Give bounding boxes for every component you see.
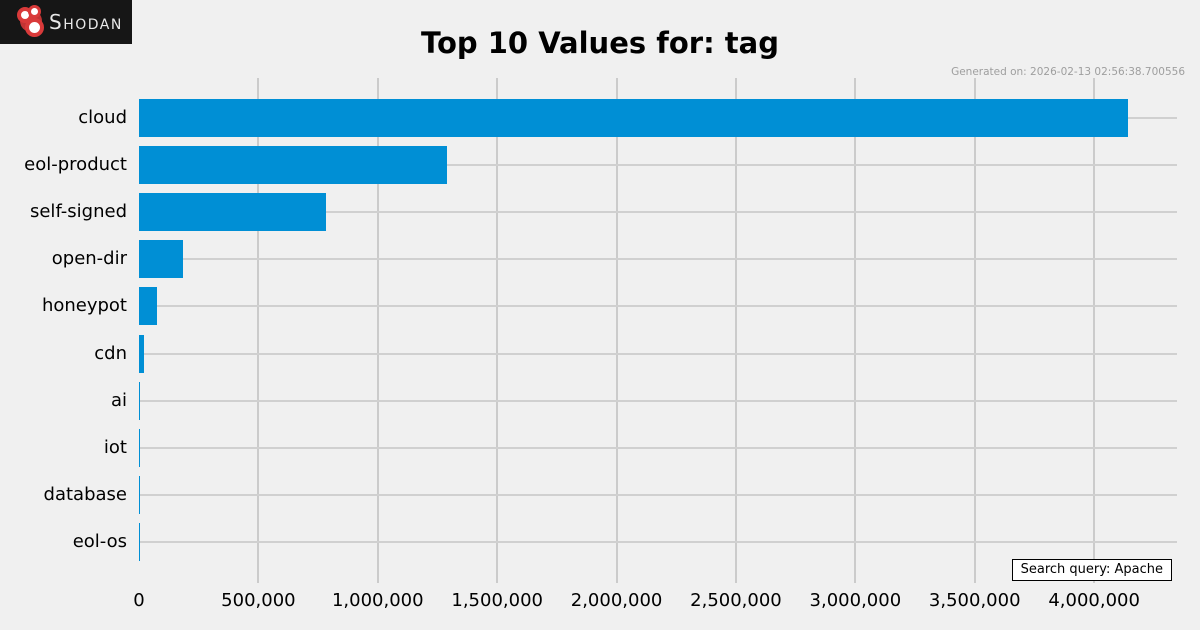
y-tick-label: eol-os bbox=[72, 531, 127, 553]
x-tick-label: 0 bbox=[133, 590, 145, 611]
y-tick-label: self-signed bbox=[29, 200, 127, 222]
bar-honeypot bbox=[139, 287, 158, 326]
y-tick-label: eol-product bbox=[24, 153, 127, 175]
bar-cloud bbox=[139, 98, 1128, 137]
vertical-gridline bbox=[1093, 78, 1096, 583]
horizontal-gridline bbox=[139, 352, 1177, 355]
y-tick-label: cdn bbox=[94, 342, 127, 364]
x-tick-label: 2,500,000 bbox=[690, 590, 782, 611]
y-tick-label: database bbox=[43, 484, 127, 506]
horizontal-gridline bbox=[139, 494, 1177, 497]
vertical-gridline bbox=[854, 78, 857, 583]
y-tick-label: cloud bbox=[78, 106, 127, 128]
horizontal-gridline bbox=[139, 541, 1177, 544]
logo-circle-icon bbox=[25, 18, 44, 37]
horizontal-gridline bbox=[139, 210, 1177, 213]
bar-cdn bbox=[139, 334, 144, 373]
vertical-gridline bbox=[376, 78, 379, 583]
vertical-gridline bbox=[973, 78, 976, 583]
bar-self-signed bbox=[139, 192, 327, 231]
bar-eol-product bbox=[139, 145, 448, 184]
x-tick-label: 500,000 bbox=[221, 590, 296, 611]
horizontal-gridline bbox=[139, 399, 1177, 402]
bar-chart-plot-area bbox=[139, 78, 1177, 583]
x-tick-label: 3,500,000 bbox=[928, 590, 1021, 611]
x-tick-label: 2,000,000 bbox=[570, 590, 663, 611]
vertical-gridline bbox=[734, 78, 737, 583]
y-tick-label: ai bbox=[110, 389, 127, 411]
x-tick-label: 3,000,000 bbox=[809, 590, 902, 611]
logo-circle-icon bbox=[28, 5, 41, 18]
y-tick-label: open-dir bbox=[51, 248, 127, 270]
shodan-logo: Shodan bbox=[0, 0, 132, 44]
vertical-gridline bbox=[615, 78, 618, 583]
y-tick-label: iot bbox=[103, 436, 127, 458]
horizontal-gridline bbox=[139, 446, 1177, 449]
horizontal-gridline bbox=[139, 305, 1177, 308]
vertical-gridline bbox=[496, 78, 499, 583]
x-tick-label: 1,500,000 bbox=[451, 590, 543, 611]
page-title: Top 10 Values for: tag bbox=[421, 26, 779, 60]
vertical-gridline bbox=[257, 78, 260, 583]
search-query-badge: Search query: Apache bbox=[1011, 559, 1172, 581]
shodan-brand-label: Shodan bbox=[49, 10, 123, 34]
generated-timestamp: Generated on: 2026-02-13 02:56:38.700556 bbox=[951, 66, 1185, 78]
bar-iot bbox=[139, 428, 140, 467]
x-tick-label: 1,000,000 bbox=[331, 590, 424, 611]
y-tick-label: honeypot bbox=[41, 295, 127, 317]
bar-ai bbox=[139, 381, 140, 420]
horizontal-gridline bbox=[139, 163, 1177, 166]
x-tick-label: 4,000,000 bbox=[1048, 590, 1140, 611]
bar-open-dir bbox=[139, 240, 184, 279]
shodan-logo-icon bbox=[0, 0, 50, 44]
horizontal-gridline bbox=[139, 258, 1177, 261]
